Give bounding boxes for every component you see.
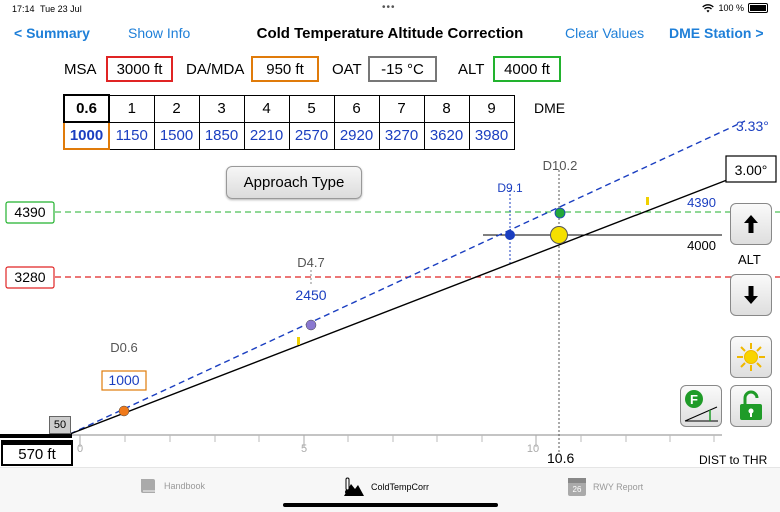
home-indicator[interactable]: [283, 503, 498, 507]
status-bar: 17:14 Tue 23 Jul ••• 100 %: [0, 0, 780, 18]
corrected-glidepath: [69, 120, 746, 435]
dme-header-cell[interactable]: 9: [468, 94, 515, 123]
msa-label: MSA: [64, 61, 97, 78]
dme-value-cell[interactable]: 1150: [108, 121, 155, 150]
threshold-elevation-label: 570 ft: [1, 440, 73, 466]
status-time: 17:14: [12, 4, 35, 14]
battery-percent: 100 %: [718, 3, 744, 13]
dme-header-cell[interactable]: 5: [288, 94, 335, 123]
book-icon: [141, 479, 155, 493]
d06-value-box: [101, 370, 147, 391]
dme-label: DME: [534, 100, 566, 116]
svg-text:F: F: [690, 392, 698, 407]
dist-to-thr-label: DIST to THR: [699, 453, 768, 467]
yellow-marker: [646, 197, 649, 205]
alt-value: 4000: [687, 238, 716, 253]
d47-label: D4.7: [297, 255, 324, 270]
tab-coldtempcorr[interactable]: ColdTempCorr: [343, 477, 429, 497]
alt-label: ALT: [458, 61, 485, 78]
dme-value-cell[interactable]: 2570: [288, 121, 335, 150]
dme-values-row: 1000 1150 1500 1850 2210 2570 2920 3270 …: [63, 121, 515, 150]
axis-tick-0: 0: [77, 443, 83, 455]
d91-label: D9.1: [497, 181, 523, 195]
dme-value-cell[interactable]: 3980: [468, 121, 515, 150]
status-right: 100 %: [702, 3, 768, 13]
brightness-button[interactable]: [730, 336, 772, 378]
oat-label: OAT: [332, 61, 362, 78]
show-info-button[interactable]: Show Info: [128, 25, 191, 41]
axis-ticks: [124, 435, 715, 442]
nominal-angle-box[interactable]: [725, 155, 777, 183]
dme-value-cell[interactable]: 3620: [423, 121, 470, 150]
wifi-icon: [702, 3, 715, 12]
approach-profile-graph[interactable]: 4390 3280 3.33° 3.00° D10.2 D9.1 D4.7 24…: [0, 110, 780, 470]
page-title: Cold Temperature Altitude Correction: [256, 25, 524, 42]
dme-header-cell[interactable]: 4: [243, 94, 290, 123]
dme-value-cell[interactable]: 1850: [198, 121, 245, 150]
d102-point[interactable]: [554, 207, 566, 219]
tab-handbook-label: Handbook: [164, 481, 206, 491]
unlock-icon: [740, 390, 762, 420]
status-date: Tue 23 Jul: [40, 4, 82, 14]
red-level-label: 3280: [14, 269, 45, 285]
alt-stepper-label: ALT: [738, 252, 761, 267]
alt-down-button[interactable]: [730, 274, 772, 316]
d06-label: D0.6: [110, 340, 137, 355]
dme-station-button[interactable]: DME Station >: [669, 25, 764, 41]
dme-header-cell[interactable]: 0.6: [63, 94, 110, 123]
d06-value-label: 1000: [108, 372, 139, 388]
arrow-down-icon: [744, 286, 758, 304]
nominal-angle-label: 3.00°: [735, 162, 768, 178]
alt-point[interactable]: [550, 226, 568, 244]
sun-icon: [737, 343, 765, 371]
d47-point[interactable]: [305, 319, 317, 331]
cold-temp-icon: [344, 477, 364, 496]
approach-type-button[interactable]: Approach Type: [226, 166, 362, 199]
dme-value-cell[interactable]: 1500: [153, 121, 200, 150]
axis-tick-10: 10: [527, 443, 539, 455]
d06-point[interactable]: [118, 405, 130, 417]
clear-values-button[interactable]: Clear Values: [565, 25, 645, 41]
lock-button[interactable]: [730, 385, 772, 427]
arrow-up-icon: [744, 215, 758, 233]
yellow-marker: [297, 337, 300, 345]
oat-field[interactable]: -15 °C: [368, 56, 437, 82]
tab-handbook[interactable]: Handbook: [138, 477, 205, 495]
d47-value-label: 2450: [295, 287, 326, 303]
d91-point[interactable]: [505, 230, 515, 240]
axis-tick-5: 5: [301, 443, 307, 455]
tab-rwy-report[interactable]: 26 RWY Report: [567, 477, 643, 497]
inputs-row: MSA 3000 ft DA/MDA 950 ft OAT -15 °C ALT…: [0, 56, 780, 84]
alt-up-button[interactable]: [730, 203, 772, 245]
d102-label: D10.2: [543, 158, 578, 173]
dme-value-cell[interactable]: 2920: [333, 121, 380, 150]
calendar-icon: 26: [568, 478, 586, 496]
dme-header-row: 0.6 1 2 3 4 5 6 7 8 9: [63, 94, 515, 123]
nav-bar: Cold Temperature Altitude Correction < S…: [0, 20, 780, 48]
alt-field[interactable]: 4000 ft: [493, 56, 561, 82]
back-summary-button[interactable]: < Summary: [14, 25, 90, 41]
green-level-box: [5, 201, 55, 224]
dme-table: 0.6 1 2 3 4 5 6 7 8 9 1000 1150 1500 185…: [63, 94, 515, 150]
battery-icon: [748, 3, 768, 13]
dme-value-cell[interactable]: 3270: [378, 121, 425, 150]
damda-label: DA/MDA: [186, 61, 245, 78]
d102-distance-label: 10.6: [547, 450, 575, 466]
corrected-angle-label: 3.33°: [736, 118, 769, 134]
damda-field[interactable]: 950 ft: [251, 56, 319, 82]
red-level-box: [5, 266, 55, 289]
tab-rwy-report-label: RWY Report: [593, 482, 644, 492]
nominal-glidepath: [69, 179, 728, 435]
tab-coldtempcorr-label: ColdTempCorr: [371, 482, 430, 492]
green-level-label: 4390: [14, 204, 45, 220]
dme-header-cell[interactable]: 1: [108, 94, 155, 123]
f-glidepath-icon: F: [684, 390, 718, 422]
calendar-badge: 26: [573, 485, 582, 494]
multitask-dots-icon[interactable]: •••: [382, 2, 396, 13]
dme-value-cell-selected[interactable]: 1000: [63, 121, 110, 150]
corrected-alt-value: 4390: [687, 195, 716, 210]
fixed-glidepath-button[interactable]: F: [680, 385, 722, 427]
msa-field[interactable]: 3000 ft: [106, 56, 173, 82]
tch-label: 50: [49, 416, 71, 434]
